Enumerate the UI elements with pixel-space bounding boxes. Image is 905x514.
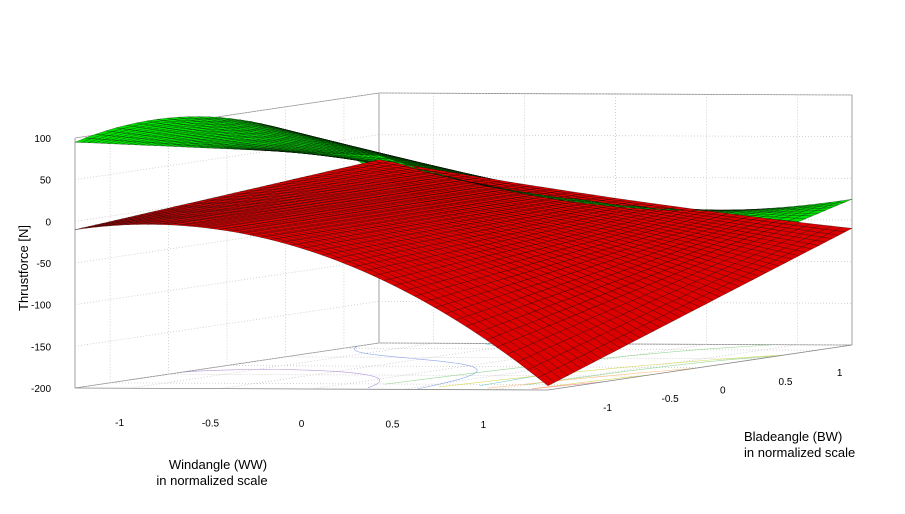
grid-line [378, 134, 853, 138]
grid-line [74, 217, 380, 264]
x-axis-label-line1: Windangle (WW) [169, 457, 267, 472]
y-tick-label: 0 [720, 386, 726, 397]
z-tick-label: -100 [31, 301, 51, 312]
z-tick-label: 100 [34, 134, 51, 145]
grid-line [110, 382, 584, 386]
grid-line [343, 347, 817, 351]
contour-line [487, 368, 695, 389]
x-tick-label: 1 [481, 420, 487, 431]
y-axis-label-line2: in normalized scale [744, 445, 855, 460]
z-tick-label: 50 [40, 176, 52, 187]
contour-line [524, 356, 777, 386]
x-axis-label-line2: in normalized scale [156, 473, 267, 488]
grid-line [220, 343, 525, 390]
grid-line [74, 259, 380, 306]
y-axis-label-line1: Bladeangle (BW) [744, 429, 842, 444]
grid-line [226, 365, 701, 368]
x-tick-label: -1 [115, 418, 124, 429]
contour-line [183, 369, 381, 389]
floor-edge-front [74, 387, 549, 391]
floor-contours [183, 343, 785, 390]
surfaces [74, 116, 853, 386]
y-tick-label: -1 [603, 403, 612, 414]
z-tick-label: 0 [45, 217, 51, 228]
contour-line [353, 345, 478, 390]
y-tick-label: 0.5 [779, 377, 793, 388]
x-tick-label: 0.5 [386, 419, 400, 430]
grid-line [285, 356, 759, 360]
contour-line [531, 381, 605, 390]
y-tick-label: -0.5 [662, 394, 680, 405]
contour-line [439, 354, 785, 388]
grid-line [378, 342, 853, 346]
z-tick-label: -200 [31, 384, 51, 395]
grid-line [168, 373, 642, 377]
y-tick-label: 1 [837, 368, 843, 379]
grid-line [378, 92, 853, 96]
z-tick-label: -50 [37, 259, 52, 270]
grid-line [74, 342, 380, 389]
grid-line [74, 300, 380, 347]
grid-line [311, 343, 616, 390]
x-tick-label: -0.5 [202, 419, 220, 430]
contour-line [384, 344, 772, 385]
x-tick-label: 0 [299, 419, 305, 430]
z-axis-label: Thrustforce [N] [16, 225, 31, 311]
z-tick-label: -150 [31, 342, 51, 353]
grid-line [74, 134, 380, 181]
contour-line [534, 374, 655, 389]
